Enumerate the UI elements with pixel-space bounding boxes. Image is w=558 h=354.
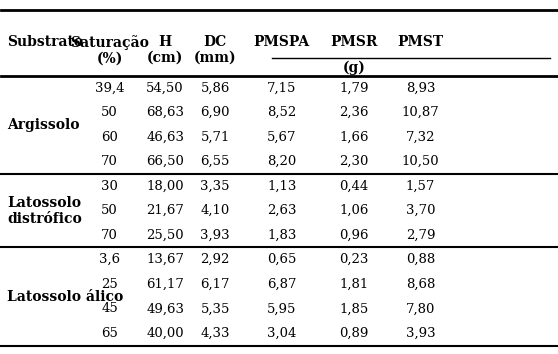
Text: 2,30: 2,30 [339,155,369,168]
Text: 10,87: 10,87 [402,106,440,119]
Text: 45: 45 [102,302,118,315]
Text: 7,32: 7,32 [406,131,435,144]
Text: 7,15: 7,15 [267,82,296,95]
Text: 5,67: 5,67 [267,131,296,144]
Text: 13,67: 13,67 [146,253,184,266]
Text: 2,79: 2,79 [406,229,435,242]
Text: 25,50: 25,50 [146,229,184,242]
Text: 68,63: 68,63 [146,106,184,119]
Text: DC
(mm): DC (mm) [194,35,237,65]
Text: 0,23: 0,23 [339,253,369,266]
Text: 18,00: 18,00 [146,180,184,193]
Text: 7,80: 7,80 [406,302,435,315]
Text: 54,50: 54,50 [146,82,184,95]
Text: 6,87: 6,87 [267,278,296,291]
Text: 40,00: 40,00 [146,327,184,340]
Text: 0,89: 0,89 [339,327,369,340]
Text: 2,36: 2,36 [339,106,369,119]
Text: 4,33: 4,33 [200,327,230,340]
Text: 0,88: 0,88 [406,253,435,266]
Text: 50: 50 [102,106,118,119]
Text: Saturação
(%): Saturação (%) [70,35,149,66]
Text: 8,68: 8,68 [406,278,435,291]
Text: 0,44: 0,44 [339,180,369,193]
Text: H
(cm): H (cm) [147,35,184,65]
Text: 70: 70 [101,155,118,168]
Text: 3,6: 3,6 [99,253,120,266]
Text: 1,79: 1,79 [339,82,369,95]
Text: 30: 30 [101,180,118,193]
Text: 1,06: 1,06 [339,204,369,217]
Text: 0,96: 0,96 [339,229,369,242]
Text: 60: 60 [101,131,118,144]
Text: 65: 65 [101,327,118,340]
Text: 6,90: 6,90 [200,106,230,119]
Text: 39,4: 39,4 [95,82,124,95]
Text: 49,63: 49,63 [146,302,184,315]
Text: PMSR: PMSR [330,35,378,49]
Text: 5,95: 5,95 [267,302,296,315]
Text: Latossolo
distrófico: Latossolo distrófico [7,196,81,226]
Text: 3,70: 3,70 [406,204,435,217]
Text: 6,17: 6,17 [200,278,230,291]
Text: 8,20: 8,20 [267,155,296,168]
Text: 8,52: 8,52 [267,106,296,119]
Text: 1,13: 1,13 [267,180,296,193]
Text: 66,50: 66,50 [146,155,184,168]
Text: Substrato: Substrato [7,35,83,49]
Text: 6,55: 6,55 [200,155,230,168]
Text: 1,57: 1,57 [406,180,435,193]
Text: 25: 25 [102,278,118,291]
Text: 2,63: 2,63 [267,204,296,217]
Text: 3,93: 3,93 [406,327,435,340]
Text: PMSPA: PMSPA [254,35,310,49]
Text: 5,35: 5,35 [200,302,230,315]
Text: 5,86: 5,86 [200,82,230,95]
Text: 70: 70 [101,229,118,242]
Text: 1,85: 1,85 [339,302,369,315]
Text: (g): (g) [343,61,365,75]
Text: 46,63: 46,63 [146,131,184,144]
Text: 5,71: 5,71 [200,131,230,144]
Text: 4,10: 4,10 [200,204,230,217]
Text: 1,66: 1,66 [339,131,369,144]
Text: 1,83: 1,83 [267,229,296,242]
Text: 10,50: 10,50 [402,155,439,168]
Text: 2,92: 2,92 [200,253,230,266]
Text: 50: 50 [102,204,118,217]
Text: Argissolo: Argissolo [7,118,79,132]
Text: 0,65: 0,65 [267,253,296,266]
Text: 21,67: 21,67 [146,204,184,217]
Text: 3,93: 3,93 [200,229,230,242]
Text: PMST: PMST [397,35,444,49]
Text: 8,93: 8,93 [406,82,435,95]
Text: 3,04: 3,04 [267,327,296,340]
Text: 3,35: 3,35 [200,180,230,193]
Text: 61,17: 61,17 [146,278,184,291]
Text: 1,81: 1,81 [339,278,369,291]
Text: Latossolo álico: Latossolo álico [7,290,123,303]
